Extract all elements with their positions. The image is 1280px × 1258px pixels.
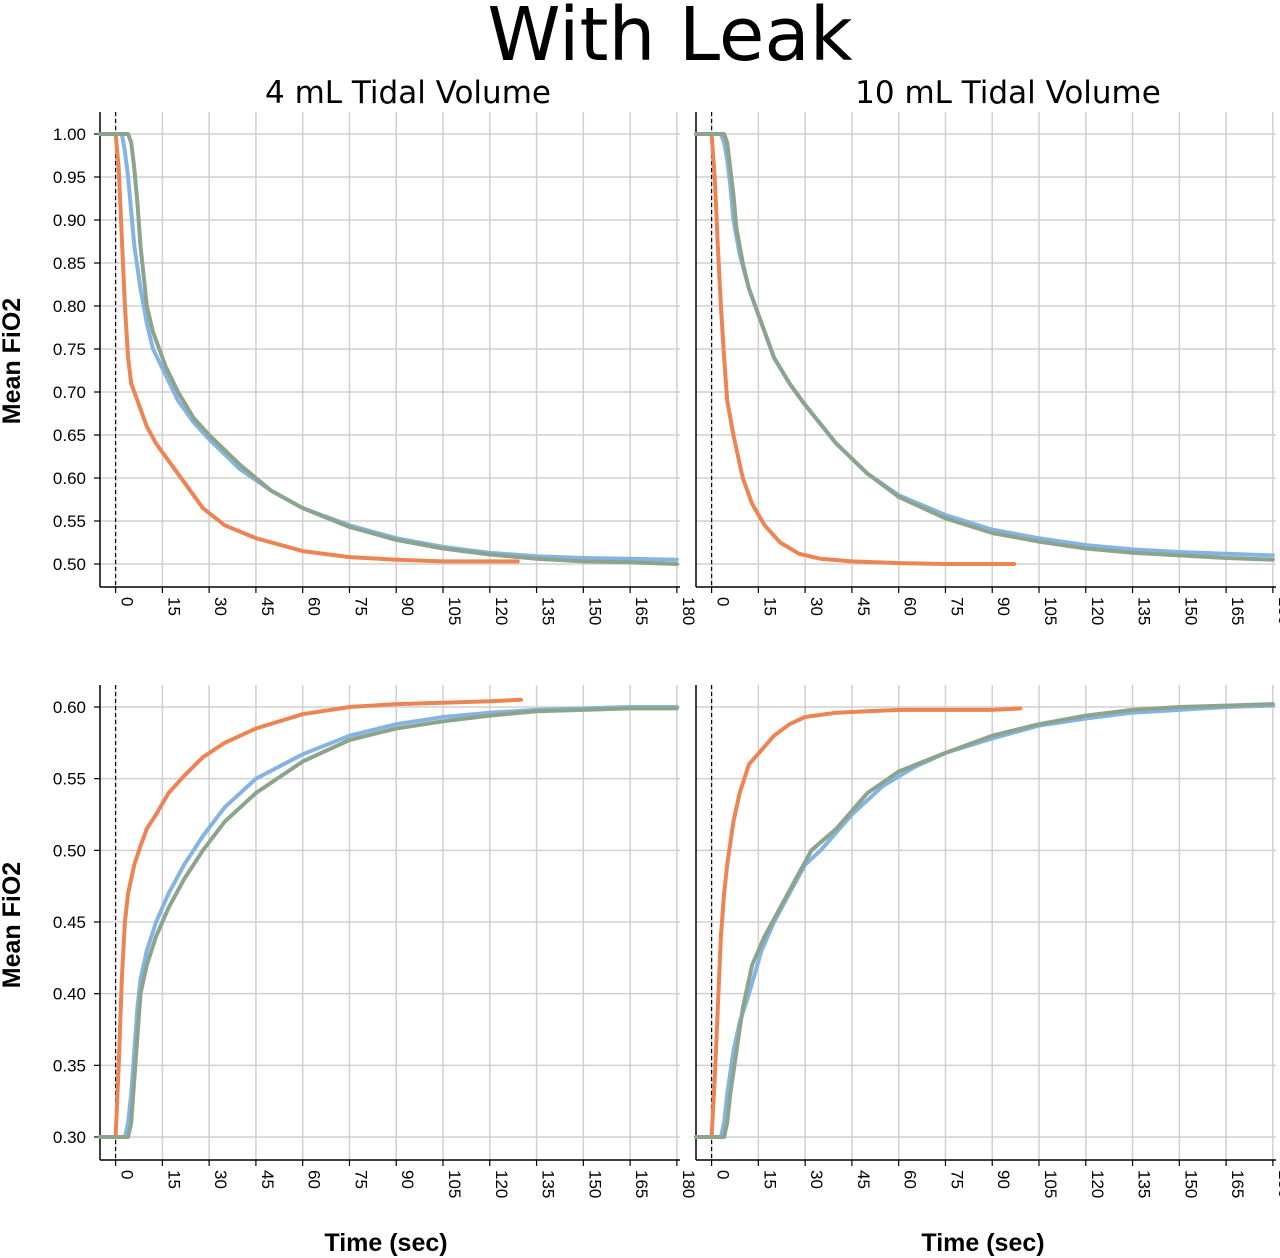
x-tick-label: 15 <box>164 1170 183 1189</box>
series-line-orange <box>98 132 520 564</box>
y-tick-label: 0.50 <box>53 555 86 574</box>
x-tick-label: 120 <box>492 597 511 625</box>
x-tick-label: 60 <box>901 597 920 616</box>
x-tick-label: 120 <box>1088 597 1107 625</box>
x-tick-label: 165 <box>1228 597 1247 625</box>
x-tick-label: 180 <box>679 1170 698 1198</box>
x-tick-label: 0 <box>118 1170 137 1179</box>
x-tick-label: 105 <box>445 597 464 625</box>
series-line-green <box>694 132 1275 562</box>
x-tick-label: 15 <box>164 597 183 616</box>
x-tick-label: 90 <box>398 597 417 616</box>
x-tick-label: 45 <box>258 597 277 616</box>
panel-top-left: 1.00 0.95 0.90 0.85 0.80 0.75 0.70 0.65 0.60 0.55… <box>53 112 698 625</box>
series-line-green <box>98 706 679 1139</box>
y-tick-label: 0.45 <box>53 913 86 932</box>
figure-title: With Leak <box>487 0 852 78</box>
x-tick-label: 150 <box>1181 1170 1200 1198</box>
x-tick-label: 60 <box>305 597 324 616</box>
x-tick-label: 120 <box>1088 1170 1107 1198</box>
series-line-blue <box>98 132 679 562</box>
x-tick-label: 45 <box>854 1170 873 1189</box>
x-tick-label: 90 <box>994 1170 1013 1189</box>
x-tick-label: 135 <box>539 1170 558 1198</box>
x-tick-label: 165 <box>632 1170 651 1198</box>
panel-bottom-right: 0 15 30 45 60 75 90 105 120 135 150 165 180 <box>694 685 1280 1198</box>
x-tick-label: 0 <box>714 597 733 606</box>
x-tick-label: 180 <box>1275 1170 1280 1198</box>
y-tick-label: 0.90 <box>53 211 86 230</box>
x-tick-label: 30 <box>807 597 826 616</box>
x-tick-label: 60 <box>305 1170 324 1189</box>
y-axis-label-top: Mean FiO2 <box>0 298 26 424</box>
x-tick-label: 30 <box>211 1170 230 1189</box>
column-title-left: 4 mL Tidal Volume <box>265 75 551 111</box>
series-line-green <box>694 702 1275 1139</box>
y-tick-label: 1.00 <box>53 125 86 144</box>
y-tick-label: 0.60 <box>53 469 86 488</box>
series-line-green <box>98 132 679 566</box>
x-tick-label: 90 <box>398 1170 417 1189</box>
x-tick-label: 75 <box>351 1170 370 1189</box>
x-tick-label: 180 <box>1275 597 1280 625</box>
x-tick-label: 165 <box>1228 1170 1247 1198</box>
series-line-orange <box>694 706 1023 1139</box>
x-tick-label: 45 <box>854 597 873 616</box>
x-tick-label: 105 <box>1041 1170 1060 1198</box>
x-tick-label: 90 <box>994 597 1013 616</box>
series-line-blue <box>98 705 679 1139</box>
x-tick-label: 135 <box>539 597 558 625</box>
x-tick-label: 0 <box>118 597 137 606</box>
y-tick-label: 0.85 <box>53 254 86 273</box>
x-axis-label-right: Time (sec) <box>921 1229 1044 1257</box>
x-tick-label: 105 <box>445 1170 464 1198</box>
y-tick-label: 0.50 <box>53 841 86 860</box>
x-axis-label-left: Time (sec) <box>324 1229 447 1257</box>
series-line-orange <box>98 697 523 1139</box>
x-tick-label: 165 <box>632 597 651 625</box>
y-tick-label: 0.55 <box>53 512 86 531</box>
panel-bottom-left: 0.60 0.55 0.50 0.45 0.40 0.35 0.30 0 15 30 45 60 75 9… <box>53 685 698 1198</box>
x-tick-label: 30 <box>211 597 230 616</box>
panel-top-right: 0 15 30 45 60 75 90 105 120 135 150 165 180 <box>694 112 1280 625</box>
y-tick-label: 0.55 <box>53 770 86 789</box>
y-tick-label: 0.35 <box>53 1056 86 1075</box>
series-line-blue <box>694 703 1275 1139</box>
x-tick-label: 0 <box>714 1170 733 1179</box>
series-line-blue <box>694 132 1275 558</box>
x-tick-label: 75 <box>947 597 966 616</box>
x-tick-label: 135 <box>1135 597 1154 625</box>
x-tick-label: 135 <box>1135 1170 1154 1198</box>
x-tick-label: 75 <box>947 1170 966 1189</box>
x-tick-label: 15 <box>760 597 779 616</box>
x-tick-label: 60 <box>901 1170 920 1189</box>
x-tick-label: 45 <box>258 1170 277 1189</box>
x-tick-label: 150 <box>585 1170 604 1198</box>
y-tick-label: 0.30 <box>53 1128 86 1147</box>
y-tick-label: 0.70 <box>53 383 86 402</box>
y-tick-label: 0.40 <box>53 985 86 1004</box>
y-tick-label: 0.95 <box>53 168 86 187</box>
x-tick-label: 30 <box>807 1170 826 1189</box>
x-tick-label: 180 <box>679 597 698 625</box>
x-tick-label: 120 <box>492 1170 511 1198</box>
x-tick-label: 150 <box>585 597 604 625</box>
x-tick-label: 15 <box>760 1170 779 1189</box>
series-line-orange <box>694 132 1017 566</box>
y-tick-label: 0.80 <box>53 297 86 316</box>
y-tick-label: 0.75 <box>53 340 86 359</box>
x-tick-label: 75 <box>351 597 370 616</box>
column-title-right: 10 mL Tidal Volume <box>855 75 1161 111</box>
y-tick-label: 0.65 <box>53 426 86 445</box>
y-axis-label-bottom: Mean FiO2 <box>0 862 26 988</box>
x-tick-label: 105 <box>1041 597 1060 625</box>
x-tick-label: 150 <box>1181 597 1200 625</box>
y-tick-label: 0.60 <box>53 698 86 717</box>
